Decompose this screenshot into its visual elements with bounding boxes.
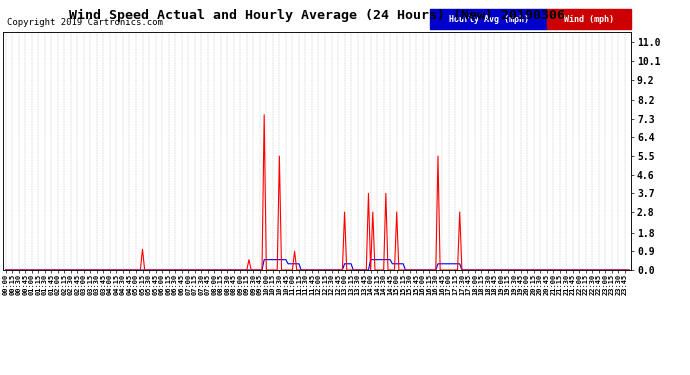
- FancyBboxPatch shape: [431, 9, 546, 30]
- Text: Hourly Avg (mph): Hourly Avg (mph): [448, 15, 529, 24]
- FancyBboxPatch shape: [546, 9, 631, 30]
- Text: Wind Speed Actual and Hourly Average (24 Hours) (New) 20190306: Wind Speed Actual and Hourly Average (24…: [70, 9, 565, 22]
- Text: Copyright 2019 Cartronics.com: Copyright 2019 Cartronics.com: [7, 18, 162, 27]
- Text: Wind (mph): Wind (mph): [564, 15, 614, 24]
